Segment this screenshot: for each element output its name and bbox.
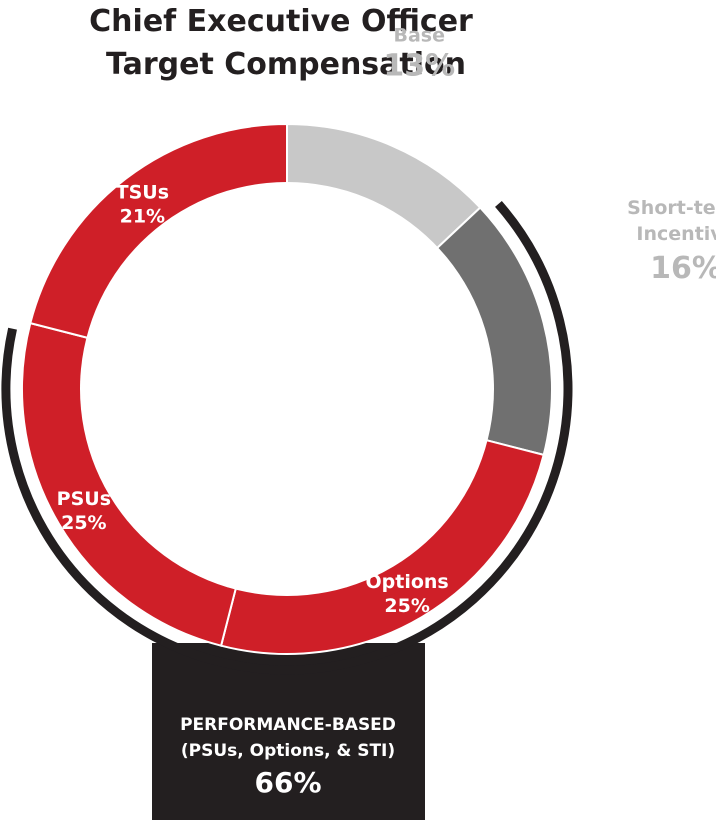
slice-label-tsus: TSUs [116,182,169,204]
chart-title-line-1: Chief Executive Officer [89,4,473,39]
slice-value-options: 25% [384,595,429,617]
callout-line-2: (PSUs, Options, & STI) [181,741,395,761]
slice-label-psus: PSUs [57,488,111,510]
slice-value-tsus: 21% [120,206,165,228]
slice-label-base: Base [394,24,446,46]
slice-value-psus: 25% [61,512,106,534]
slice-value-base: 13% [383,48,455,83]
slice-value-short-term-incentive: 16% [650,251,716,286]
callout-line-1: PERFORMANCE-BASED [180,715,396,735]
callout-value: 66% [254,766,321,799]
performance-based-arc [1,200,573,675]
slice-label-options: Options [366,571,449,593]
donut-hole [80,182,494,596]
slice-label-short-term-incentive-2: Incentive [636,223,716,245]
chart-title-line-2: Target Compensation [106,47,466,82]
slice-label-short-term-incentive-1: Short-term [627,197,716,219]
